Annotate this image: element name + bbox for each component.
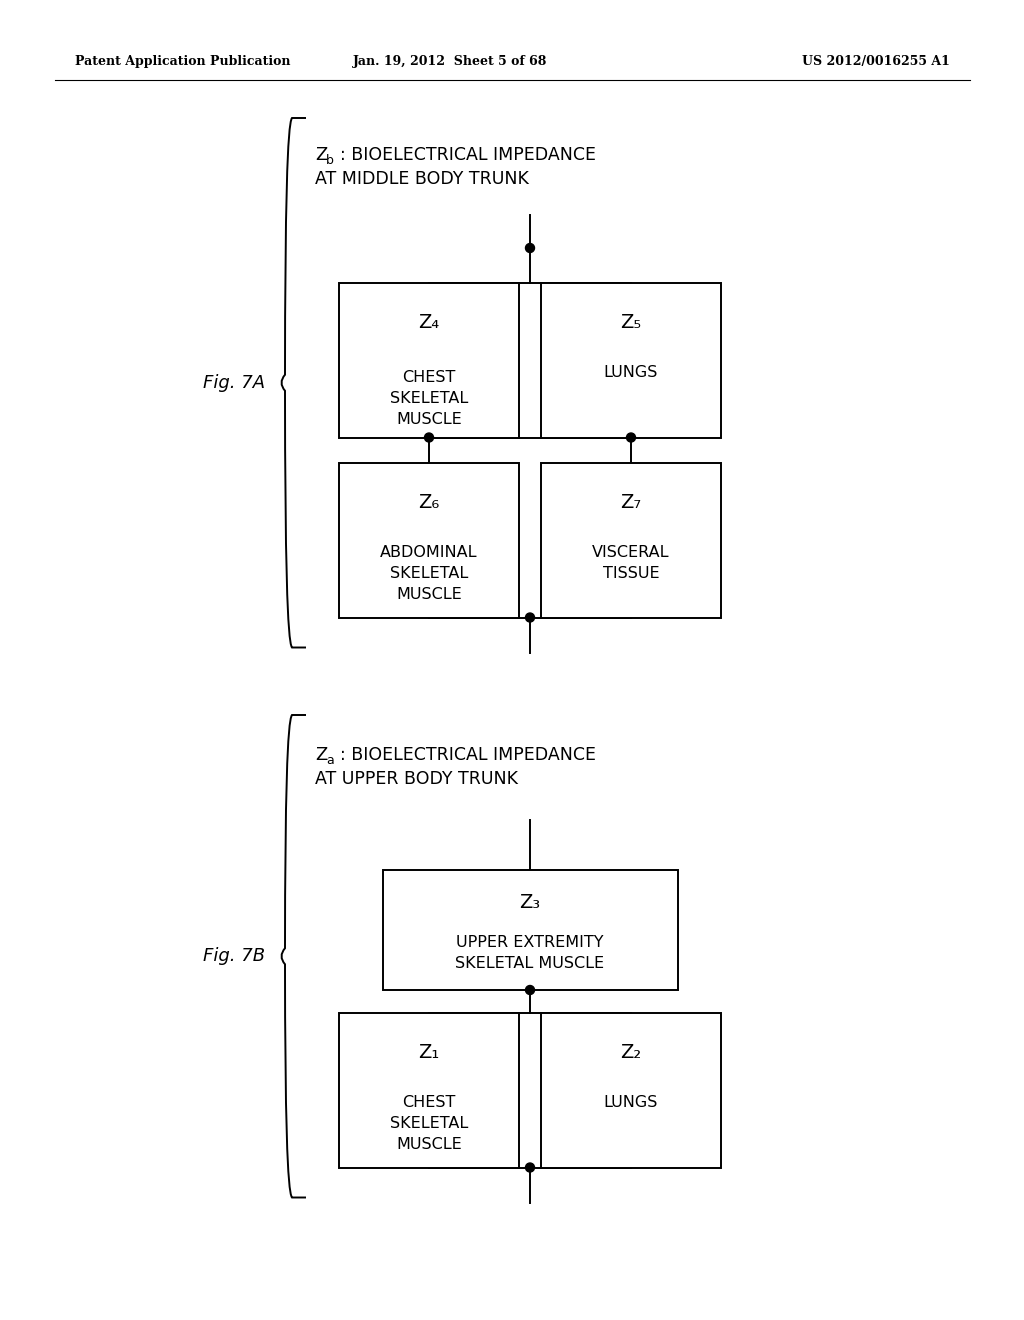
Text: Z₃: Z₃ [519, 892, 541, 912]
Text: Z₇: Z₇ [621, 492, 642, 511]
Text: Patent Application Publication: Patent Application Publication [75, 55, 291, 69]
Bar [541, 282, 721, 437]
Bar [339, 1012, 519, 1167]
Text: Fig. 7B: Fig. 7B [203, 948, 265, 965]
Circle shape [425, 433, 433, 442]
Circle shape [525, 986, 535, 994]
Bar [541, 1012, 721, 1167]
Text: a: a [326, 754, 334, 767]
Text: Z₁: Z₁ [419, 1043, 439, 1061]
Text: AT MIDDLE BODY TRUNK: AT MIDDLE BODY TRUNK [315, 170, 528, 187]
Text: Fig. 7A: Fig. 7A [203, 374, 265, 392]
Circle shape [525, 243, 535, 252]
Text: : BIOELECTRICAL IMPEDANCE: : BIOELECTRICAL IMPEDANCE [340, 746, 596, 764]
Text: Z₂: Z₂ [621, 1043, 642, 1061]
Text: : BIOELECTRICAL IMPEDANCE: : BIOELECTRICAL IMPEDANCE [340, 147, 596, 164]
Circle shape [627, 433, 636, 442]
Text: ABDOMINAL
SKELETAL
MUSCLE: ABDOMINAL SKELETAL MUSCLE [380, 545, 478, 602]
Circle shape [525, 1163, 535, 1172]
Text: LUNGS: LUNGS [604, 366, 658, 380]
Text: LUNGS: LUNGS [604, 1096, 658, 1110]
Bar [383, 870, 678, 990]
Text: Z₆: Z₆ [419, 492, 439, 511]
Text: VISCERAL
TISSUE: VISCERAL TISSUE [592, 545, 670, 581]
Text: US 2012/0016255 A1: US 2012/0016255 A1 [802, 55, 950, 69]
Text: UPPER EXTREMITY
SKELETAL MUSCLE: UPPER EXTREMITY SKELETAL MUSCLE [456, 935, 604, 972]
Circle shape [525, 612, 535, 622]
Text: Z: Z [315, 147, 328, 164]
Bar [339, 282, 519, 437]
Text: AT UPPER BODY TRUNK: AT UPPER BODY TRUNK [315, 770, 518, 788]
Text: CHEST
SKELETAL
MUSCLE: CHEST SKELETAL MUSCLE [390, 370, 468, 426]
Text: b: b [326, 153, 334, 166]
Text: Z₅: Z₅ [621, 313, 642, 331]
Bar [541, 462, 721, 618]
Bar [339, 462, 519, 618]
Text: Z: Z [315, 746, 328, 764]
Text: CHEST
SKELETAL
MUSCLE: CHEST SKELETAL MUSCLE [390, 1096, 468, 1152]
Text: Z₄: Z₄ [419, 313, 439, 331]
Text: Jan. 19, 2012  Sheet 5 of 68: Jan. 19, 2012 Sheet 5 of 68 [353, 55, 547, 69]
